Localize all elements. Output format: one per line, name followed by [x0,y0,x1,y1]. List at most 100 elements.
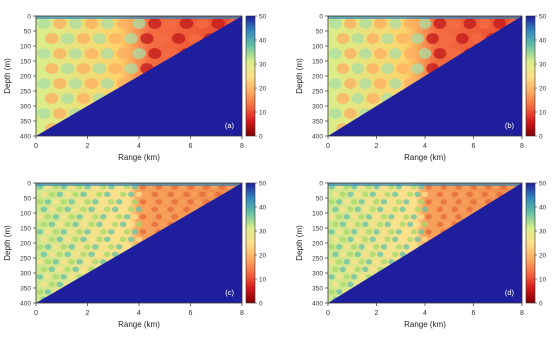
interference-blob [123,199,131,205]
interference-blob [388,78,402,89]
interference-blob [373,259,380,265]
interference-blob [339,281,346,287]
interference-blob [395,229,402,235]
interference-blob [421,206,429,212]
interference-blob [380,244,388,250]
interference-blob [135,236,143,242]
interference-blob [52,244,60,250]
interference-blob [96,221,103,227]
interference-blob [358,229,365,235]
y-tick-label: 100 [312,44,323,51]
interference-blob [80,236,87,242]
interference-blob [100,78,115,89]
colorbar-tick-label: 10 [259,110,267,117]
interference-blob [44,289,52,295]
interference-blob [399,206,406,212]
interference-blob [343,274,350,280]
interference-blob [396,33,409,44]
interference-blob [347,266,354,272]
interference-blob [45,63,59,74]
interference-blob [380,199,388,205]
interference-blob [433,18,447,29]
interference-blob [88,206,95,212]
interference-blob [60,229,67,235]
interference-blob [60,259,67,265]
interference-blob [328,259,335,265]
y-tick-label: 0 [319,181,323,188]
interference-blob [339,191,346,197]
interference-blob [195,18,210,29]
interference-blob [76,214,83,220]
interference-blob [68,199,75,205]
y-axis-label: Depth (m) [3,225,12,261]
interference-blob [343,199,350,205]
interference-blob [44,244,52,250]
interference-blob [451,206,458,212]
interference-blob [421,236,429,242]
interference-blob [127,206,135,212]
interference-blob [470,33,484,44]
interference-blob [48,236,56,242]
interference-blob [414,221,421,227]
interference-blob [124,33,138,44]
interference-blob [354,251,361,257]
interference-blob [466,191,473,197]
interference-blob [444,191,451,197]
y-tick-label: 150 [312,226,323,233]
colorbar-tick-label: 30 [539,62,547,69]
x-tick-label: 8 [520,310,524,317]
interference-blob [388,199,395,205]
interference-blob [392,236,399,242]
interference-blob [354,266,361,272]
y-tick-label: 50 [316,196,324,203]
x-tick-label: 0 [34,310,38,317]
interference-blob [429,191,436,197]
interference-blob [64,266,71,272]
interference-blob [40,281,48,287]
interference-blob [343,214,350,220]
interference-blob [108,63,122,74]
interference-blob [395,199,402,205]
surface-layer [328,16,522,19]
colorbar-tick-label: 0 [539,134,543,141]
interference-blob [100,229,107,235]
interference-blob [377,236,384,242]
interference-blob [388,214,395,220]
interference-blob [139,199,147,205]
interference-blob [462,199,470,205]
interference-blob [388,229,395,235]
interference-blob [463,18,477,29]
interference-blob [448,18,462,29]
y-tick-label: 250 [20,256,31,263]
colorbar-tick-label: 10 [259,277,267,284]
interference-blob [111,251,119,257]
colorbar-tick-label: 0 [539,301,543,308]
interference-blob [384,236,391,242]
interference-blob [76,244,83,250]
interference-blob [72,236,79,242]
interference-blob [56,266,64,272]
y-tick-label: 50 [24,196,32,203]
interference-blob [36,229,44,235]
interference-blob [377,206,384,212]
interference-blob [179,199,186,205]
interference-blob [332,191,339,197]
interference-blob [76,259,83,265]
interference-blob [336,244,343,250]
interference-blob [362,266,369,272]
interference-blob [48,191,56,197]
interference-blob [36,244,44,250]
interference-blob [359,78,372,89]
interference-blob [80,191,87,197]
y-tick-label: 100 [20,44,31,51]
y-tick-label: 250 [312,89,323,96]
interference-blob [123,229,131,235]
interference-blob [425,199,432,205]
interference-blob [68,48,83,59]
interference-blob [163,214,170,220]
interference-blob [116,48,130,59]
interference-blob [418,199,425,205]
